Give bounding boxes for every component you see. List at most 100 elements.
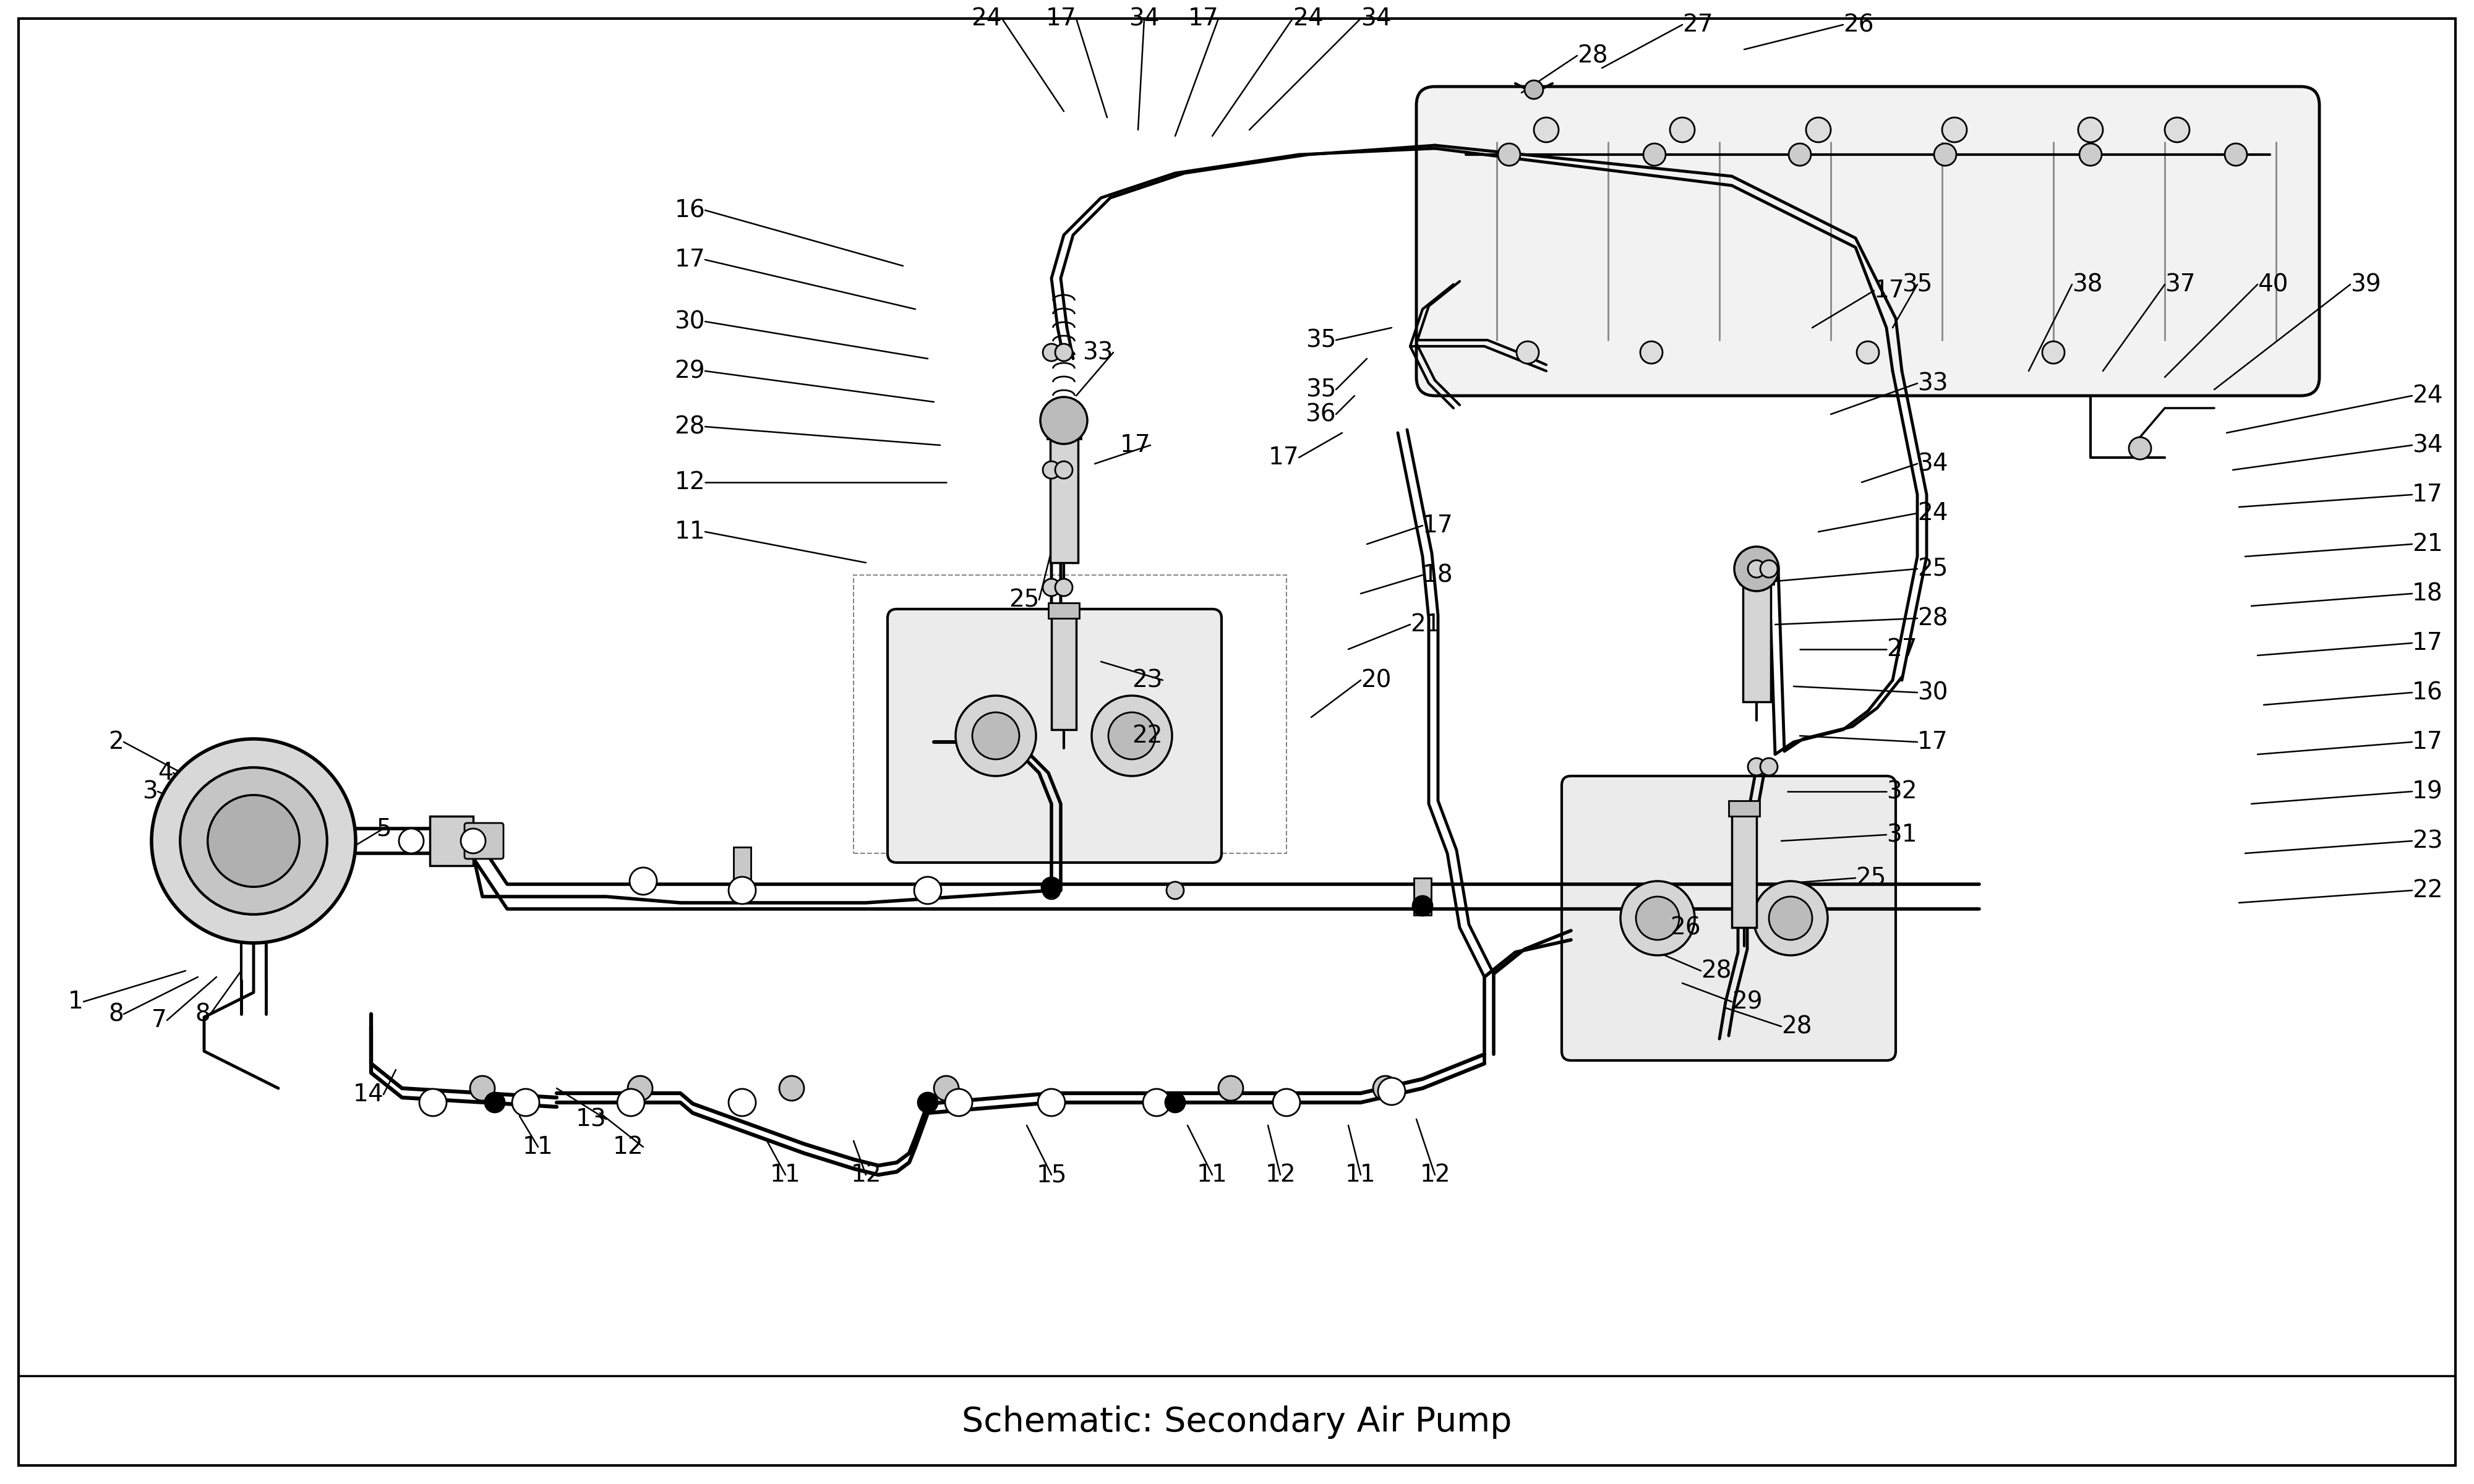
Circle shape <box>1044 881 1059 899</box>
Circle shape <box>1108 712 1155 760</box>
Text: 8: 8 <box>195 1002 210 1025</box>
Text: 28: 28 <box>1578 45 1608 67</box>
Circle shape <box>915 877 940 904</box>
Text: 40: 40 <box>2256 273 2288 297</box>
FancyBboxPatch shape <box>1561 776 1895 1061</box>
Text: 34: 34 <box>1361 7 1390 30</box>
Text: 10: 10 <box>230 810 260 834</box>
Circle shape <box>1620 881 1695 956</box>
Circle shape <box>727 877 757 904</box>
Text: 23: 23 <box>2412 830 2442 853</box>
Circle shape <box>1856 341 1880 364</box>
Circle shape <box>1754 881 1828 956</box>
Bar <box>1739 568 1774 585</box>
Text: 38: 38 <box>2073 273 2103 297</box>
Circle shape <box>1769 896 1811 939</box>
Text: 12: 12 <box>218 792 247 816</box>
Text: 34: 34 <box>1917 453 1947 475</box>
Circle shape <box>151 739 356 942</box>
Text: 19: 19 <box>2412 779 2442 803</box>
Text: 21: 21 <box>2412 533 2442 556</box>
Text: 17: 17 <box>1121 433 1150 457</box>
Circle shape <box>1054 579 1074 597</box>
Circle shape <box>945 1089 972 1116</box>
Text: 11: 11 <box>1197 1163 1227 1187</box>
Text: 26: 26 <box>1670 916 1700 939</box>
Text: 20: 20 <box>1361 668 1390 692</box>
Text: 29: 29 <box>675 359 705 383</box>
Text: 17: 17 <box>1875 279 1905 303</box>
Text: 12: 12 <box>1264 1163 1296 1187</box>
Circle shape <box>1168 881 1185 899</box>
Circle shape <box>2078 144 2103 166</box>
Text: 28: 28 <box>1702 959 1732 982</box>
Text: 9: 9 <box>208 779 223 803</box>
Text: 33: 33 <box>1084 341 1113 364</box>
Text: 26: 26 <box>1843 13 1873 37</box>
Text: 17: 17 <box>1047 7 1076 30</box>
Circle shape <box>1039 396 1089 444</box>
Text: 12: 12 <box>851 1163 881 1187</box>
Text: 34: 34 <box>1128 7 1160 30</box>
Text: 15: 15 <box>1037 1163 1066 1187</box>
Circle shape <box>2044 341 2063 364</box>
Text: 30: 30 <box>675 310 705 334</box>
Text: 6: 6 <box>332 873 346 896</box>
Text: 27: 27 <box>1888 638 1917 660</box>
Text: 24: 24 <box>972 7 1002 30</box>
Circle shape <box>512 1089 539 1116</box>
Text: 11: 11 <box>1346 1163 1376 1187</box>
Bar <box>1051 605 1076 730</box>
Text: 39: 39 <box>2350 273 2380 297</box>
Circle shape <box>1044 579 1059 597</box>
Text: 17: 17 <box>1269 445 1299 469</box>
Text: 36: 36 <box>1306 402 1336 426</box>
Circle shape <box>1054 344 1074 361</box>
Text: 11: 11 <box>675 519 705 543</box>
Text: 33: 33 <box>1917 371 1947 395</box>
Text: 35: 35 <box>1306 378 1336 401</box>
Circle shape <box>398 828 423 853</box>
Circle shape <box>1042 877 1061 898</box>
Circle shape <box>955 696 1037 776</box>
Circle shape <box>2078 117 2103 142</box>
Text: 11: 11 <box>522 1135 554 1159</box>
Circle shape <box>1640 341 1663 364</box>
Circle shape <box>460 828 485 853</box>
Text: 29: 29 <box>1732 990 1761 1014</box>
Text: 35: 35 <box>1306 328 1336 352</box>
Text: 17: 17 <box>1188 7 1217 30</box>
Text: 25: 25 <box>1856 867 1885 890</box>
Circle shape <box>918 1092 938 1113</box>
Text: 27: 27 <box>1682 13 1712 37</box>
Circle shape <box>2165 117 2189 142</box>
Circle shape <box>1635 896 1680 939</box>
Circle shape <box>1373 1076 1398 1101</box>
Circle shape <box>1761 758 1776 775</box>
Circle shape <box>1747 559 1766 577</box>
Text: 34: 34 <box>2412 433 2442 457</box>
Circle shape <box>618 1089 643 1116</box>
Bar <box>854 574 1286 853</box>
Text: 17: 17 <box>1917 730 1947 754</box>
Text: 3: 3 <box>143 779 158 803</box>
Bar <box>1732 804 1757 927</box>
Circle shape <box>1378 1077 1405 1106</box>
Text: 31: 31 <box>1888 824 1917 846</box>
Circle shape <box>1272 1089 1301 1116</box>
Text: 16: 16 <box>675 199 705 223</box>
Text: 25: 25 <box>1009 588 1039 611</box>
Circle shape <box>485 1092 505 1113</box>
Circle shape <box>1935 144 1957 166</box>
Text: 2: 2 <box>109 730 124 754</box>
Circle shape <box>1499 144 1519 166</box>
Text: 28: 28 <box>1917 607 1947 631</box>
Circle shape <box>628 868 658 895</box>
Text: 28: 28 <box>1781 1015 1811 1039</box>
Text: 14: 14 <box>354 1083 383 1106</box>
Text: 21: 21 <box>1410 613 1440 637</box>
Text: 30: 30 <box>1917 681 1947 705</box>
Circle shape <box>1044 344 1059 361</box>
Text: 5: 5 <box>376 816 391 840</box>
Circle shape <box>1643 144 1665 166</box>
